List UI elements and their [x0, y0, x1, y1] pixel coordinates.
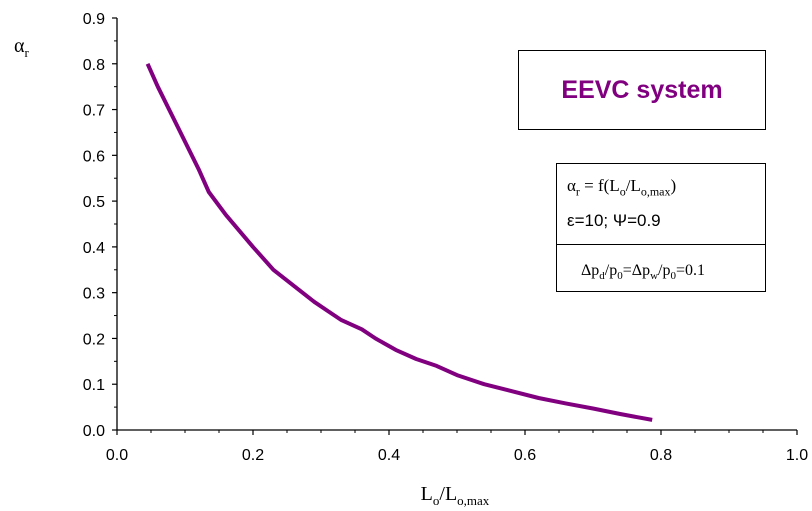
y-tick-label: 0.7 — [83, 103, 105, 120]
chart-title: EEVC system — [561, 75, 723, 104]
y-tick-label: 0.8 — [83, 57, 105, 74]
pressure-ratio-line: Δpd/p0=Δpw/p0=0.1 — [581, 262, 705, 283]
parameters-box: αr = f(Lo/Lo,max) ε=10; Ψ=0.9 Δpd/p0=Δpw… — [556, 163, 766, 292]
y-tick-label: 0.1 — [83, 377, 105, 394]
y-tick-label: 0.6 — [83, 148, 105, 165]
y-tick-label: 0.9 — [83, 11, 105, 28]
y-axis-ticks: 0.0 0.1 0.2 0.3 0.4 0.5 0.6 0.7 0.8 0.9 — [83, 11, 117, 440]
series-line-alpha-r — [145, 62, 653, 422]
x-tick-label: 0.8 — [650, 447, 672, 464]
formula-line: αr = f(Lo/Lo,max) — [567, 176, 677, 199]
x-tick-label: 0.0 — [106, 447, 128, 464]
y-tick-label: 0.0 — [83, 423, 105, 440]
y-axis-title-sub: r — [24, 45, 29, 60]
x-tick-label: 0.2 — [242, 447, 264, 464]
parameters-line: ε=10; Ψ=0.9 — [567, 211, 661, 230]
y-tick-label: 0.3 — [83, 286, 105, 303]
y-axis-title-base: α — [14, 35, 25, 57]
parameters-divider — [557, 244, 765, 245]
y-axis-title: αr — [14, 35, 29, 60]
x-tick-label: 0.4 — [378, 447, 400, 464]
y-tick-label: 0.2 — [83, 331, 105, 348]
y-tick-label: 0.4 — [83, 240, 105, 257]
x-axis-ticks: 0.0 0.2 0.4 0.6 0.8 1.0 — [106, 430, 808, 464]
y-tick-label: 0.5 — [83, 194, 105, 211]
chart-title-box: EEVC system — [518, 50, 766, 130]
x-tick-label: 1.0 — [786, 447, 808, 464]
x-axis-title: Lo/Lo,max — [421, 483, 490, 508]
x-tick-label: 0.6 — [514, 447, 536, 464]
